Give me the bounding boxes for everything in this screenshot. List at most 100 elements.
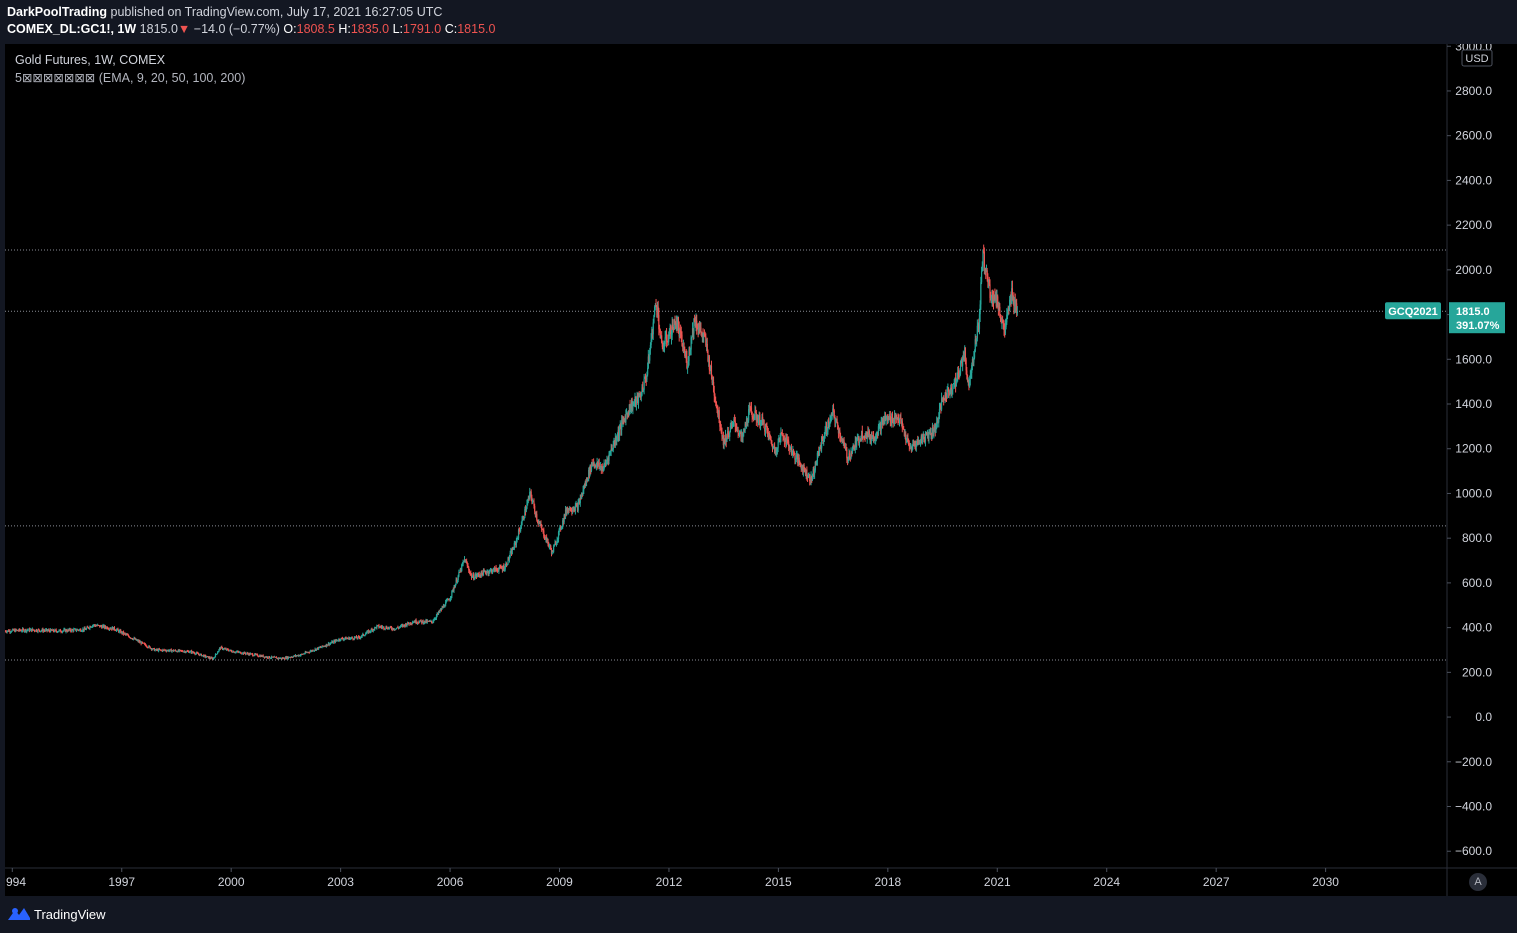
candle-body — [319, 647, 321, 648]
x-tick-label: 2003 — [327, 875, 354, 889]
candle-body — [850, 451, 852, 458]
candle-body — [54, 629, 56, 632]
price-chart[interactable]: 3000.02800.02600.02400.02200.02000.01800… — [4, 39, 1517, 896]
candle-body — [634, 396, 636, 403]
candle-body — [498, 568, 500, 572]
candle-body — [437, 613, 439, 615]
candle-body — [289, 657, 292, 659]
candle-body — [477, 573, 480, 575]
candle-body — [765, 425, 767, 427]
candle-body — [545, 537, 547, 540]
candle-body — [329, 643, 332, 644]
candle-body — [194, 653, 196, 655]
candle-body — [568, 508, 570, 511]
author-name[interactable]: DarkPoolTrading — [7, 5, 108, 19]
candle-body — [145, 645, 147, 647]
candle-body — [301, 654, 303, 655]
candle-body — [529, 491, 532, 493]
candle-body — [796, 455, 798, 456]
candle-body — [277, 657, 279, 659]
candle-body — [654, 306, 656, 316]
candle-body — [886, 416, 888, 419]
candle-body — [597, 462, 600, 466]
candle-body — [696, 328, 699, 330]
candle-body — [574, 505, 576, 511]
candle-body — [490, 569, 492, 571]
candle-body — [557, 538, 559, 540]
candle-body — [489, 569, 492, 571]
chart-area[interactable]: 3000.02800.02600.02400.02200.02000.01800… — [4, 39, 1517, 896]
candle-body — [637, 394, 640, 404]
indicator-legend[interactable]: 5⊠⊠⊠⊠⊠⊠⊠ (EMA, 9, 20, 50, 100, 200) — [15, 71, 246, 85]
last-price-label: 1815.0 — [1456, 306, 1490, 318]
candle-body — [938, 408, 941, 418]
candle-body — [701, 334, 703, 336]
candle-body — [287, 656, 290, 659]
candle-body — [316, 647, 318, 649]
candle-body — [528, 497, 530, 499]
candle-body — [350, 637, 353, 639]
candle-body — [255, 654, 257, 656]
candle-body — [993, 294, 995, 303]
candle-body — [593, 463, 595, 465]
candle-body — [688, 349, 690, 362]
brand-label[interactable]: TradingView — [34, 907, 106, 922]
candle-body — [844, 444, 846, 449]
candle-body — [105, 627, 107, 629]
candle-body — [481, 571, 483, 574]
candle-body — [837, 429, 840, 434]
candle-body — [74, 628, 76, 630]
candle-body — [865, 432, 868, 439]
candle-body — [889, 415, 891, 422]
candle-body — [466, 561, 468, 563]
candle-body — [17, 629, 19, 631]
candle-body — [195, 652, 198, 654]
candle-body — [273, 656, 275, 658]
candle-body — [909, 446, 911, 449]
candle-body — [673, 319, 675, 330]
auto-scale-button[interactable]: A — [1469, 873, 1487, 891]
candle-body — [892, 422, 894, 424]
candle-body — [299, 655, 301, 656]
candle-body — [508, 557, 511, 560]
symbol-name[interactable]: COMEX_DL:GC1!, 1W — [7, 22, 137, 36]
candle-body — [484, 571, 486, 573]
candle-body — [712, 381, 715, 392]
candle-body — [569, 507, 572, 511]
candle-body — [853, 445, 855, 447]
candle-body — [37, 629, 39, 632]
candle-body — [877, 426, 880, 435]
candle-body — [148, 645, 151, 647]
candle-body — [426, 620, 428, 623]
candle-body — [840, 438, 842, 441]
candle-body — [434, 618, 436, 620]
candle-body — [432, 621, 434, 623]
candle-body — [898, 418, 901, 421]
candle-body — [670, 326, 672, 338]
candle-body — [986, 270, 988, 277]
tradingview-logo-icon[interactable] — [7, 906, 31, 927]
candle-body — [799, 461, 801, 464]
candle-body — [175, 650, 177, 652]
candle-body — [820, 447, 822, 449]
candle-body — [511, 548, 513, 555]
candle-body — [90, 626, 92, 628]
candle-body — [764, 425, 767, 432]
candle-body — [36, 631, 38, 633]
candle-body — [53, 631, 55, 632]
candle-body — [886, 416, 889, 421]
candle-body — [143, 642, 145, 644]
candle-body — [356, 638, 358, 639]
candle-body — [806, 477, 809, 479]
series-legend[interactable]: Gold Futures, 1W, COMEX — [15, 53, 166, 67]
candle-body — [1009, 299, 1011, 310]
candle-body — [31, 628, 33, 632]
candle-body — [917, 440, 919, 444]
candle-body — [919, 441, 922, 444]
candle-body — [280, 657, 282, 659]
candle-body — [784, 438, 786, 443]
candle-body — [220, 646, 222, 649]
candle-body — [770, 439, 772, 441]
candle-body — [486, 572, 488, 574]
candle-body — [313, 650, 315, 652]
